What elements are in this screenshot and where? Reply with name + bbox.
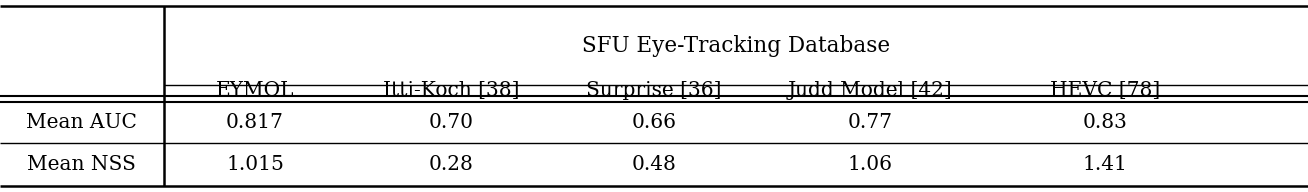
Text: Itti-Koch [38]: Itti-Koch [38] <box>383 81 519 100</box>
Text: Surprise [36]: Surprise [36] <box>586 81 722 100</box>
Text: Mean AUC: Mean AUC <box>26 113 137 132</box>
Text: 1.41: 1.41 <box>1083 155 1127 174</box>
Text: 0.70: 0.70 <box>429 113 473 132</box>
Text: EYMOL: EYMOL <box>216 81 294 100</box>
Text: 0.66: 0.66 <box>632 113 676 132</box>
Text: Judd Model [42]: Judd Model [42] <box>787 81 952 100</box>
Text: 1.06: 1.06 <box>848 155 892 174</box>
Text: 0.83: 0.83 <box>1083 113 1127 132</box>
Text: 0.28: 0.28 <box>429 155 473 174</box>
Text: 0.48: 0.48 <box>632 155 676 174</box>
Text: 0.817: 0.817 <box>226 113 284 132</box>
Text: HEVC [78]: HEVC [78] <box>1050 81 1160 100</box>
Text: 1.015: 1.015 <box>226 155 284 174</box>
Text: Mean NSS: Mean NSS <box>27 155 136 174</box>
Text: 0.77: 0.77 <box>848 113 892 132</box>
Text: SFU Eye-Tracking Database: SFU Eye-Tracking Database <box>582 35 889 57</box>
